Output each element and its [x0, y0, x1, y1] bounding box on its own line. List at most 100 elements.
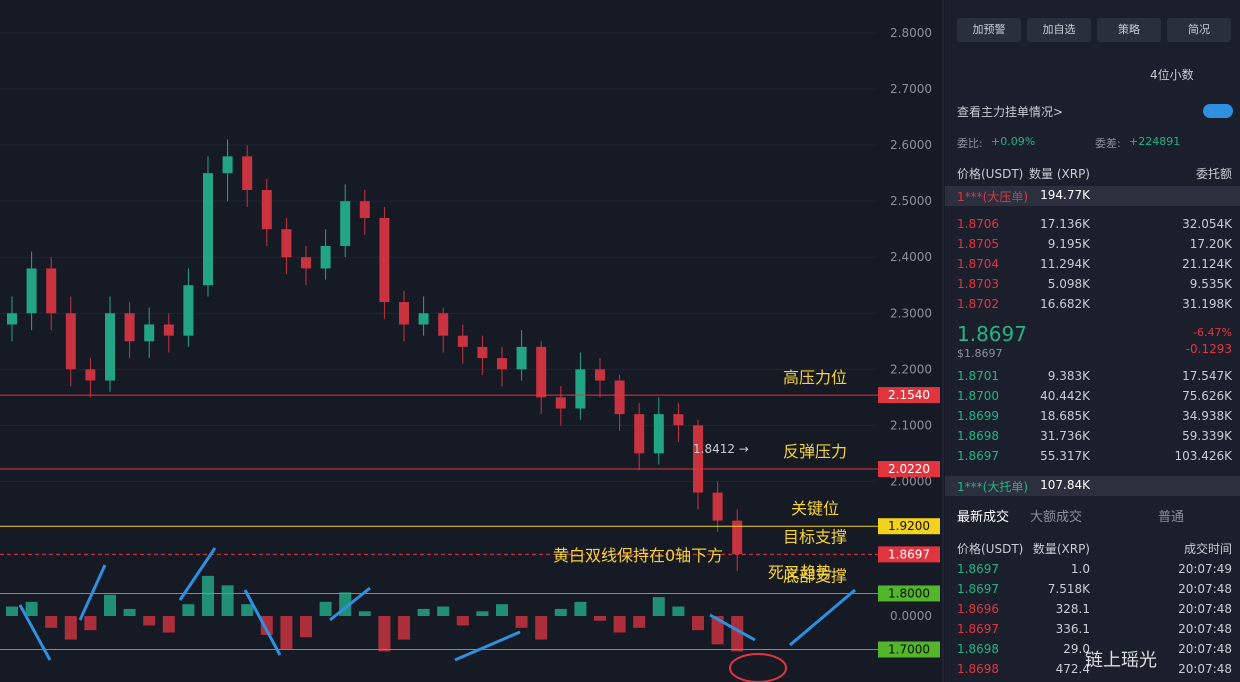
cell: 1.8697: [957, 622, 999, 636]
trade-row: 1.8697 336.1 20:07:48: [945, 620, 1240, 640]
cell: 1.8705: [957, 237, 999, 251]
macd-bar: [162, 616, 175, 633]
candle-body: [281, 229, 292, 258]
cell: 1.8698: [957, 642, 999, 656]
ratio: +0.09%: [991, 135, 1036, 148]
cell: 1.0: [1070, 562, 1090, 576]
cell: 1.8698: [957, 662, 999, 676]
macd-bar: [594, 616, 606, 621]
cell: 1.8704: [957, 257, 999, 271]
candle-body: [222, 156, 233, 174]
candle-body: [163, 324, 174, 336]
cell: 1.8702: [957, 297, 999, 311]
trade-row: 1.8697 7.518K 20:07:48: [945, 580, 1240, 600]
macd-bar: [202, 575, 214, 616]
candle-body: [124, 313, 135, 342]
macd-bar: [633, 616, 646, 628]
cell: 103.426K: [1174, 449, 1233, 463]
cell: 7.518K: [1047, 582, 1090, 596]
trade-row: 1.8697 1.0 20:07:49: [945, 560, 1240, 580]
bid-row: 1.8700 40.442K 75.626K: [945, 387, 1240, 407]
cell: 1.8699: [957, 409, 999, 423]
macd-bar: [731, 616, 744, 652]
ask-row: 1.8705 9.195K 17.20K: [945, 235, 1240, 255]
cell: 1.8697: [957, 562, 999, 576]
macd-bar: [535, 616, 548, 640]
decimals-select[interactable]: 4位小数: [1150, 68, 1194, 82]
macd-bar: [45, 616, 58, 628]
big-ask: 1***(大压单) 194.77K: [945, 186, 1240, 206]
candle-body: [575, 369, 586, 409]
button[interactable]: 加自选: [1027, 18, 1091, 42]
macd-bar: [515, 616, 528, 628]
price-tag-label: 1.8000: [888, 586, 930, 600]
candle-body: [693, 425, 703, 493]
big-bid: 1***(大托单) 107.84K: [945, 476, 1240, 496]
candle-body: [242, 156, 253, 190]
candle-body: [46, 268, 57, 314]
macd-bar: [6, 606, 18, 616]
ratio: 委比:: [957, 137, 983, 150]
candle-body: [340, 201, 351, 247]
candle-body: [359, 201, 370, 218]
ask-row: 1.8702 16.682K 31.198K: [945, 295, 1240, 315]
candle-body: [183, 285, 194, 336]
level-note: 反弹压力: [783, 442, 847, 461]
candle-body: [399, 302, 409, 325]
y-tick-label: 2.2000: [890, 362, 932, 376]
cell: 32.054K: [1182, 217, 1232, 231]
mid-change: -6.47%: [1193, 326, 1232, 339]
candle-body: [595, 369, 605, 381]
button[interactable]: 简况: [1167, 18, 1231, 42]
macd-bar: [143, 616, 156, 626]
cell: 75.626K: [1182, 389, 1232, 403]
candle-body: [732, 520, 743, 555]
tab[interactable]: 大额成交: [1030, 510, 1083, 525]
price-tag: [878, 585, 940, 602]
arrow: [78, 564, 107, 621]
candle-body: [536, 346, 547, 398]
toggle[interactable]: [1203, 104, 1233, 118]
macd-bar: [672, 606, 685, 616]
candle-body: [477, 346, 488, 359]
tab[interactable]: 普通: [1158, 510, 1185, 525]
button[interactable]: 加预警: [957, 18, 1021, 42]
cell: 成交时间: [1183, 542, 1232, 556]
arrow: [329, 586, 371, 622]
candle-body: [673, 414, 684, 426]
cell: 472.4: [1055, 662, 1090, 676]
tab[interactable]: 最新成交: [957, 510, 1010, 525]
ask-row: 1.8706 17.136K 32.054K: [945, 215, 1240, 235]
macd-bar: [692, 616, 704, 631]
trade-row: 1.8696 328.1 20:07:48: [945, 600, 1240, 620]
candle-body: [653, 414, 664, 454]
macd-bar: [319, 601, 332, 616]
cell: 1.8700: [957, 389, 999, 403]
depth-link[interactable]: 查看主力挂单情况>: [957, 105, 1064, 119]
macd-bar: [358, 611, 371, 616]
cell: 9.195K: [1047, 237, 1090, 251]
macd-bar: [260, 616, 273, 635]
trade-header: 价格(USDT) 数量(XRP) 成交时间: [945, 538, 1240, 558]
arrow: [789, 588, 856, 647]
cell: 20:07:48: [1178, 642, 1232, 656]
cell: 11.294K: [1040, 257, 1090, 271]
cell: 21.124K: [1182, 257, 1232, 271]
y-tick-label: 2.8000: [890, 26, 932, 40]
candle-body: [65, 313, 76, 370]
cell: 价格(USDT): [957, 542, 1024, 556]
candle-body: [379, 217, 390, 303]
arrow: [243, 589, 282, 656]
cell: 194.77K: [1040, 188, 1090, 202]
cell: 数量 (XRP): [1029, 167, 1090, 181]
circle-marker: [729, 653, 787, 682]
chart: 2.8000 2.7000 2.6000 2.5000 2.4000 2.3000 2.20…: [0, 0, 944, 682]
cell: 1***(大托单): [957, 480, 1028, 494]
bid-row: 1.8698 31.736K 59.339K: [945, 427, 1240, 447]
price-tag: [878, 461, 940, 478]
cell: 40.442K: [1040, 389, 1090, 403]
macd-bar: [476, 611, 489, 616]
level-note: 目标支撑: [783, 527, 847, 546]
button[interactable]: 策略: [1097, 18, 1161, 42]
